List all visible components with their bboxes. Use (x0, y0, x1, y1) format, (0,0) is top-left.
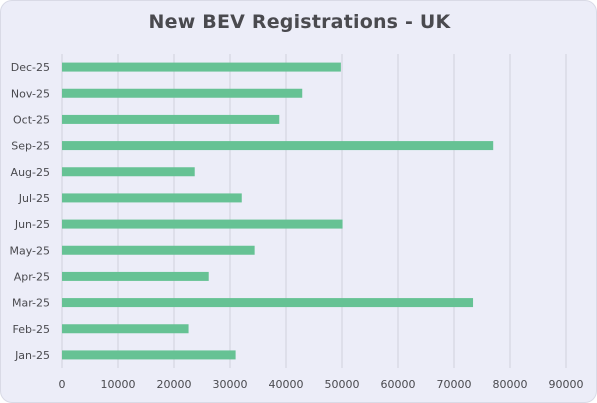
bar-aug-25 (62, 167, 195, 177)
category-label: Oct-25 (13, 113, 50, 126)
category-label: Mar-25 (12, 297, 50, 310)
chart-title: New BEV Registrations - UK (148, 11, 451, 33)
category-label: Aug-25 (11, 166, 50, 179)
category-label: Jul-25 (18, 192, 50, 205)
category-label: May-25 (9, 244, 50, 257)
category-label: Apr-25 (14, 270, 50, 283)
x-tick-label: 10000 (101, 378, 136, 391)
grid-lines (61, 54, 567, 368)
bar-jun-25 (62, 219, 343, 229)
x-tick-label: 0 (59, 378, 66, 391)
category-label: Dec-25 (11, 61, 50, 74)
bar-oct-25 (62, 114, 280, 124)
category-label: Nov-25 (11, 87, 50, 100)
bar-sep-25 (62, 141, 494, 151)
bar-mar-25 (62, 298, 474, 308)
category-label: Jan-25 (14, 349, 50, 362)
bar-dec-25 (62, 62, 341, 72)
x-tick-label: 70000 (437, 378, 472, 391)
x-tick-label: 20000 (157, 378, 192, 391)
x-tick-label: 40000 (269, 378, 304, 391)
bar-feb-25 (62, 324, 189, 334)
x-axis-tick-labels: 0 10000 20000 30000 40000 50000 60000 70000 8000… (59, 378, 584, 391)
category-label: Jun-25 (14, 218, 50, 231)
category-label: Sep-25 (11, 140, 50, 153)
x-tick-label: 60000 (381, 378, 416, 391)
x-tick-label: 30000 (213, 378, 248, 391)
x-tick-label: 90000 (549, 378, 584, 391)
bar-nov-25 (62, 88, 303, 98)
category-labels: Jan-25 Feb-25 Mar-25 Apr-25 May-25 Jun-25 Jul-… (9, 61, 50, 362)
x-tick-label: 80000 (493, 378, 528, 391)
bar-may-25 (62, 245, 255, 255)
category-label: Feb-25 (13, 323, 50, 336)
bar-jan-25 (62, 350, 236, 360)
x-tick-label: 50000 (325, 378, 360, 391)
bars (62, 62, 494, 360)
bar-jul-25 (62, 193, 242, 203)
bar-apr-25 (62, 271, 209, 281)
